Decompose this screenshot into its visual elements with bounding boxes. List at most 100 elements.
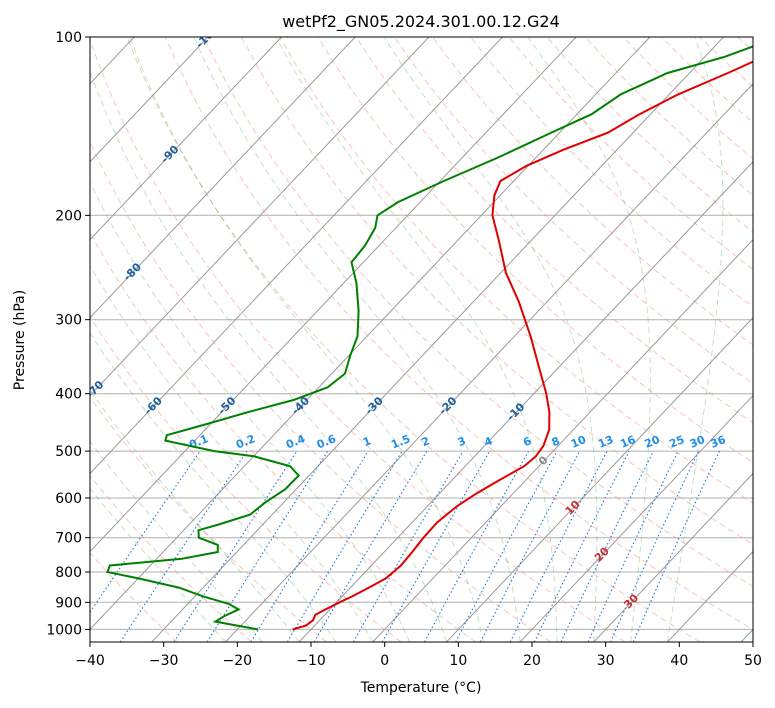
mixing-ratio-label: 36 xyxy=(709,433,728,451)
x-tick-label: −10 xyxy=(296,653,326,669)
series-line-1 xyxy=(106,45,753,631)
isotherm xyxy=(0,37,61,642)
isotherm xyxy=(298,161,753,642)
y-tick-label: 800 xyxy=(55,565,82,581)
dry-adiabat xyxy=(661,37,753,124)
mixing-ratio-label: 0.4 xyxy=(284,432,307,451)
dry-adiabat xyxy=(737,37,753,52)
mixing-ratio-label: 20 xyxy=(643,433,662,451)
plot-area: 0.1 0.2 0.4 0.6 1 1.5 2 3 4 6 8 10 13 16 20 25 30 36-100-… xyxy=(0,37,753,658)
isotherm xyxy=(90,37,356,319)
moist-adiabat xyxy=(667,37,724,642)
isotherm xyxy=(90,37,577,553)
y-tick-label: 300 xyxy=(55,313,82,329)
isotherm xyxy=(90,37,503,475)
dry-adiabat xyxy=(90,38,626,642)
dry-adiabat xyxy=(90,231,476,642)
isotherm xyxy=(667,550,753,642)
mixing-ratio-line xyxy=(173,450,298,642)
mixing-ratio-line xyxy=(90,450,201,614)
x-tick-label: 20 xyxy=(523,653,541,669)
mixing-ratio-line xyxy=(250,450,369,642)
y-tick-label: 600 xyxy=(55,491,82,507)
moist-adiabat xyxy=(193,37,521,642)
moist-adiabat xyxy=(90,331,337,642)
isotherm-label: 40 xyxy=(651,638,671,658)
x-tick-label: 40 xyxy=(670,653,688,669)
mixing-ratio-line xyxy=(533,450,630,642)
mixing-ratio-line xyxy=(560,450,654,642)
moist-adiabat xyxy=(527,37,651,642)
y-tick-label: 400 xyxy=(55,387,82,403)
mixing-ratio-line xyxy=(119,450,248,642)
y-tick-label: 700 xyxy=(55,531,82,547)
mixing-ratio-label: 2 xyxy=(420,434,432,449)
dry-adiabat xyxy=(90,474,252,642)
dry-adiabat xyxy=(470,37,753,308)
dry-adiabat xyxy=(203,37,753,588)
mixing-ratio-line xyxy=(632,450,720,642)
mixing-ratio-line xyxy=(509,450,608,642)
mixing-ratio-line xyxy=(455,450,558,642)
x-tick-label: 0 xyxy=(380,653,389,669)
dry-adiabat xyxy=(90,140,551,642)
y-tick-label: 1000 xyxy=(46,622,82,638)
moist-adiabat xyxy=(383,37,598,642)
x-tick-label: 30 xyxy=(597,653,615,669)
dry-adiabat xyxy=(393,37,753,385)
mixing-ratio-label: 1 xyxy=(361,434,373,449)
mixing-ratio-label: 6 xyxy=(521,434,533,449)
mixing-ratio-label: 3 xyxy=(456,434,468,449)
dry-adiabat xyxy=(164,37,753,630)
y-axis-label: Pressure (hPa) xyxy=(12,290,28,390)
mixing-ratio-label: 13 xyxy=(596,433,615,451)
plot-frame xyxy=(89,36,754,643)
moist-adiabat xyxy=(90,181,411,642)
isotherm xyxy=(90,37,430,397)
x-axis: −40 −30 −20 −10 0 10 20 30 40 50 xyxy=(75,642,762,669)
isotherm xyxy=(446,316,753,642)
mixing-ratio-line xyxy=(381,450,491,642)
mixing-ratio-label: 8 xyxy=(550,434,562,449)
moist-adiabat xyxy=(90,389,300,642)
isotherm xyxy=(519,394,753,642)
y-axis: 1000 900 800 700 600 500 400 300 200 100 xyxy=(46,30,90,638)
moist-adiabat xyxy=(129,37,484,642)
dry-adiabat xyxy=(355,37,753,424)
dry-adiabat xyxy=(90,396,327,642)
y-tick-label: 200 xyxy=(55,208,82,224)
mixing-ratio-label: 0.2 xyxy=(234,432,257,451)
y-tick-label: 100 xyxy=(55,30,82,46)
moist-adiabat xyxy=(90,264,374,642)
dry-adiabat xyxy=(241,37,753,545)
x-tick-label: 50 xyxy=(744,653,762,669)
isotherm xyxy=(225,83,753,642)
x-axis-label: Temperature (°C) xyxy=(360,680,482,696)
moist-adiabat xyxy=(90,487,226,642)
x-tick-label: −30 xyxy=(149,653,179,669)
chart-title: wetPf2_GN05.2024.301.00.12.G24 xyxy=(282,12,560,32)
isotherm xyxy=(90,37,282,241)
series-line-0 xyxy=(292,60,753,631)
dry-adiabat xyxy=(622,37,753,160)
mixing-ratio-line xyxy=(352,450,464,642)
moist-adiabat xyxy=(90,440,263,642)
isotherm xyxy=(372,238,753,642)
mixing-ratio-label: 10 xyxy=(569,433,588,451)
isotherm xyxy=(593,472,753,642)
mixing-ratio-line xyxy=(313,450,428,642)
mixing-ratio-label: 30 xyxy=(688,433,707,451)
y-tick-label: 500 xyxy=(55,444,82,460)
dry-adiabat xyxy=(317,37,753,464)
isotherm xyxy=(90,37,209,163)
mixing-ratio-label: 16 xyxy=(618,433,637,451)
x-tick-label: 10 xyxy=(449,653,467,669)
mixing-ratio-label: 25 xyxy=(667,433,686,451)
dry-adiabat xyxy=(126,37,701,642)
dry-adiabat xyxy=(508,37,753,270)
x-tick-label: −40 xyxy=(75,653,105,669)
mixing-ratio-line xyxy=(206,450,329,642)
x-tick-label: −20 xyxy=(223,653,253,669)
y-tick-label: 900 xyxy=(55,595,82,611)
